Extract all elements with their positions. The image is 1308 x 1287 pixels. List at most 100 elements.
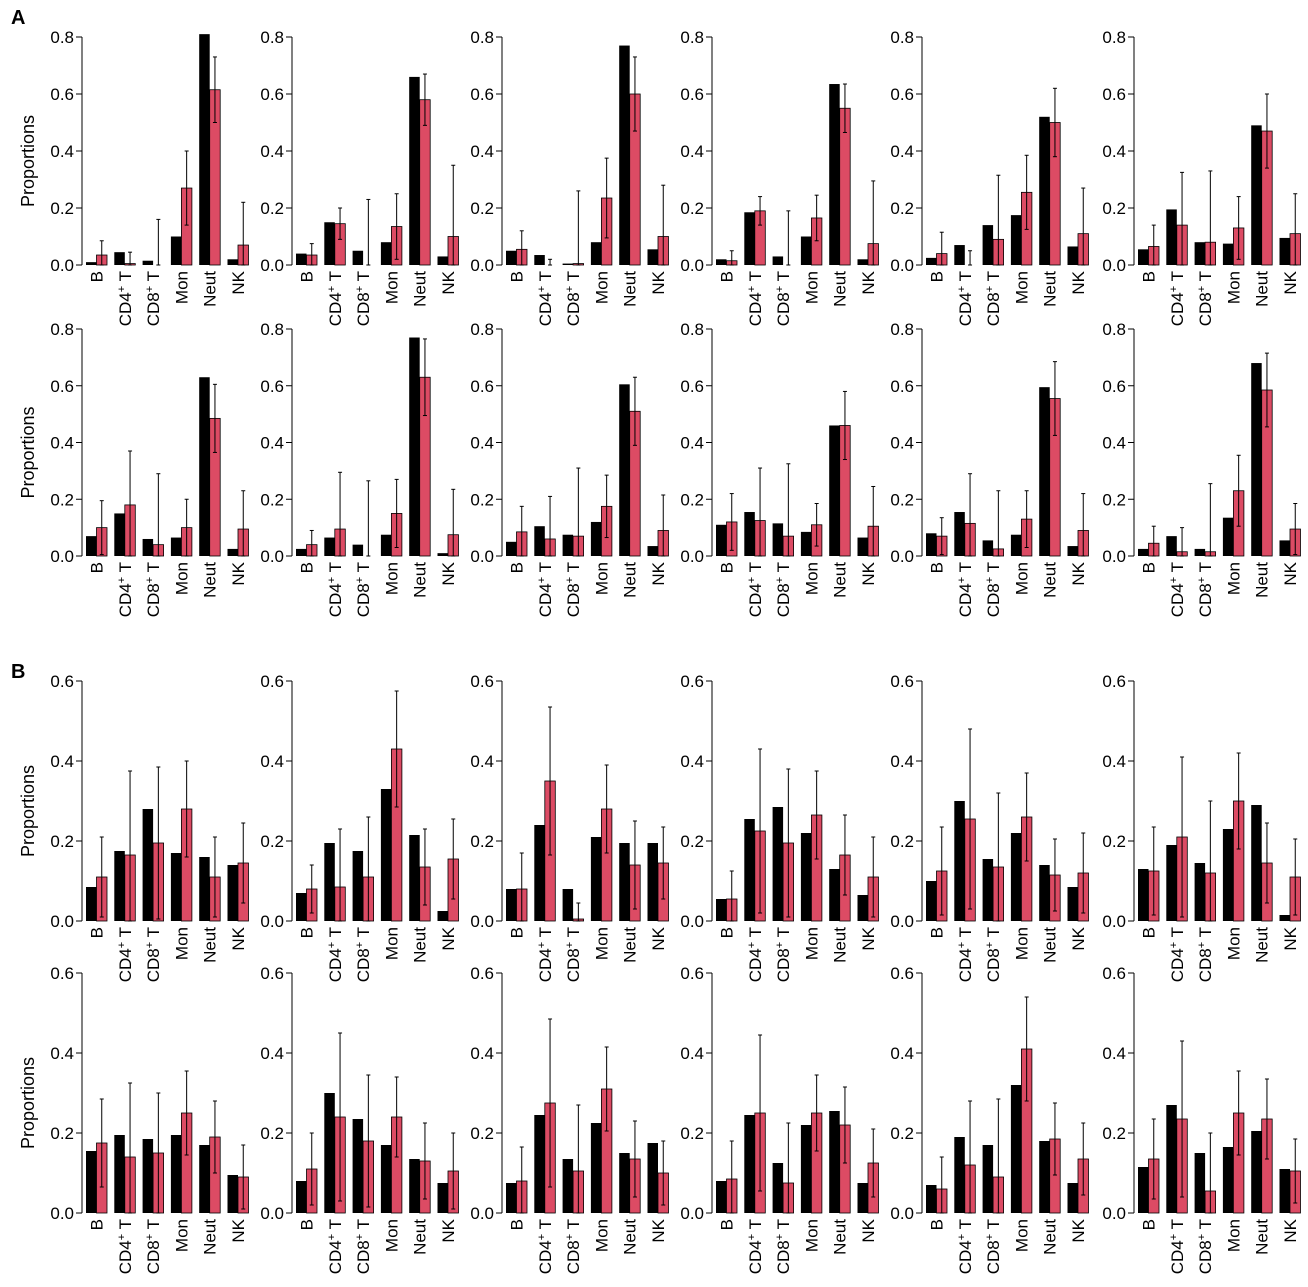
category-label: CD4+ T (956, 1219, 975, 1274)
bar-series1 (772, 807, 784, 921)
category-label: B (508, 271, 527, 282)
bar-series1 (1010, 833, 1022, 921)
category-label: CD8+ T (984, 271, 1003, 326)
bar-series1 (829, 1111, 840, 1213)
chart-b-1-3: 0.0 0.2 0.4 0.6 B CD4+ T CD8+ T Mon Neut NK (470, 672, 669, 982)
category-label: Mon (1224, 562, 1243, 595)
bar-series1 (926, 881, 937, 921)
chart-a-1-6: 0.0 0.2 0.4 0.6 0.8 B CD4+ T CD8+ T Mon Neut NK (1102, 28, 1301, 326)
category-label: B (508, 1219, 527, 1230)
bar-series1 (324, 222, 335, 265)
bar-series1 (352, 250, 364, 265)
chart-a-2-3: 0.0 0.2 0.4 0.6 0.8 B CD4+ T CD8+ T Mon Neut NK (470, 320, 669, 617)
y-tick-label: 0.2 (680, 199, 704, 218)
bar-series1 (647, 843, 658, 921)
category-label: NK (649, 926, 668, 950)
bar-series1 (409, 76, 420, 266)
y-tick-label: 0.6 (50, 672, 74, 691)
category-label: B (88, 927, 107, 938)
category-label: NK (1281, 926, 1300, 950)
category-label: CD8+ T (354, 927, 373, 982)
category-label: CD4+ T (746, 927, 765, 982)
bar-series1 (534, 1115, 545, 1213)
bar-series1 (1279, 915, 1290, 921)
bar-series1 (954, 801, 965, 921)
bar-series1 (619, 1153, 630, 1213)
category-label: NK (1281, 561, 1300, 585)
bar-series1 (380, 242, 392, 265)
y-tick-label: 0.0 (260, 1204, 284, 1223)
y-tick-label: 0.2 (890, 1124, 914, 1143)
bar-series1 (982, 859, 994, 921)
y-tick-label: 0.8 (260, 28, 284, 47)
y-tick-label: 0.4 (890, 1044, 914, 1063)
bar-series1 (857, 895, 868, 921)
bar-series1 (590, 242, 602, 265)
chart-b-2-2: 0.0 0.2 0.4 0.6 B CD4+ T CD8+ T Mon Neut NK (260, 964, 459, 1274)
bar-series1 (1010, 534, 1022, 556)
y-tick-label: 0.0 (680, 547, 704, 566)
bar-series1 (1039, 116, 1050, 265)
bar-series1 (982, 540, 994, 556)
bar-series1 (716, 899, 727, 921)
bar-series1 (926, 1185, 937, 1213)
bar-series1 (199, 377, 210, 556)
chart-a-1-1: 0.0 0.2 0.4 0.6 0.8 Proportions B CD4+ T CD8+ T M… (18, 28, 249, 326)
category-label: Mon (802, 927, 821, 960)
bar-series1 (324, 1093, 335, 1213)
y-tick-label: 0.6 (680, 85, 704, 104)
bar-series1 (857, 537, 868, 556)
chart-a-2-4: 0.0 0.2 0.4 0.6 0.8 B CD4+ T CD8+ T Mon Neut NK (680, 320, 879, 617)
y-tick-label: 0.8 (470, 28, 494, 47)
y-tick-label: 0.8 (470, 320, 494, 339)
bar-series1 (296, 893, 307, 921)
y-tick-label: 0.2 (680, 832, 704, 851)
bar-series1 (324, 537, 335, 556)
bar-series1 (1194, 548, 1206, 556)
y-tick-label: 0.4 (50, 1044, 74, 1063)
bar-series1 (1067, 1183, 1078, 1213)
category-label: Mon (172, 562, 191, 595)
bar-series1 (170, 853, 182, 921)
bar-series1 (982, 1145, 994, 1213)
category-label: B (1140, 271, 1159, 282)
y-tick-label: 0.4 (470, 752, 494, 771)
bar-series1 (1251, 1131, 1262, 1213)
y-tick-label: 0.4 (50, 752, 74, 771)
category-label: B (1140, 1219, 1159, 1230)
category-label: NK (649, 270, 668, 294)
y-tick-label: 0.0 (680, 256, 704, 275)
category-label: Neut (411, 271, 430, 307)
bar-series1 (1279, 237, 1290, 265)
category-label: B (718, 1219, 737, 1230)
category-label: NK (1281, 1218, 1300, 1242)
chart-b-2-3: 0.0 0.2 0.4 0.6 B CD4+ T CD8+ T Mon Neut NK (470, 964, 669, 1274)
y-tick-label: 0.2 (470, 832, 494, 851)
bar-series1 (199, 1145, 210, 1213)
bar-series1 (1138, 869, 1149, 921)
category-label: CD8+ T (774, 927, 793, 982)
y-tick-label: 0.0 (680, 1204, 704, 1223)
y-tick-label: 0.6 (1102, 672, 1126, 691)
category-label: CD4+ T (746, 562, 765, 617)
bar-series1 (86, 887, 97, 921)
category-label: B (298, 927, 317, 938)
bar-series1 (114, 513, 125, 556)
category-label: CD4+ T (116, 1219, 135, 1274)
y-tick-label: 0.2 (890, 490, 914, 509)
bar-series1 (1279, 1169, 1290, 1213)
category-label: Neut (1041, 271, 1060, 307)
bar-series1 (857, 259, 868, 265)
y-tick-label: 0.6 (890, 85, 914, 104)
bar-series1 (562, 889, 574, 921)
category-label: CD8+ T (1196, 271, 1215, 326)
category-label: CD8+ T (1196, 927, 1215, 982)
category-label: CD4+ T (1168, 1219, 1187, 1274)
category-label: CD8+ T (354, 562, 373, 617)
bar-series1 (1222, 1147, 1234, 1213)
category-label: CD8+ T (144, 271, 163, 326)
category-label: Mon (1012, 927, 1031, 960)
category-label: CD8+ T (564, 1219, 583, 1274)
y-tick-label: 0.2 (50, 490, 74, 509)
y-tick-label: 0.0 (890, 547, 914, 566)
